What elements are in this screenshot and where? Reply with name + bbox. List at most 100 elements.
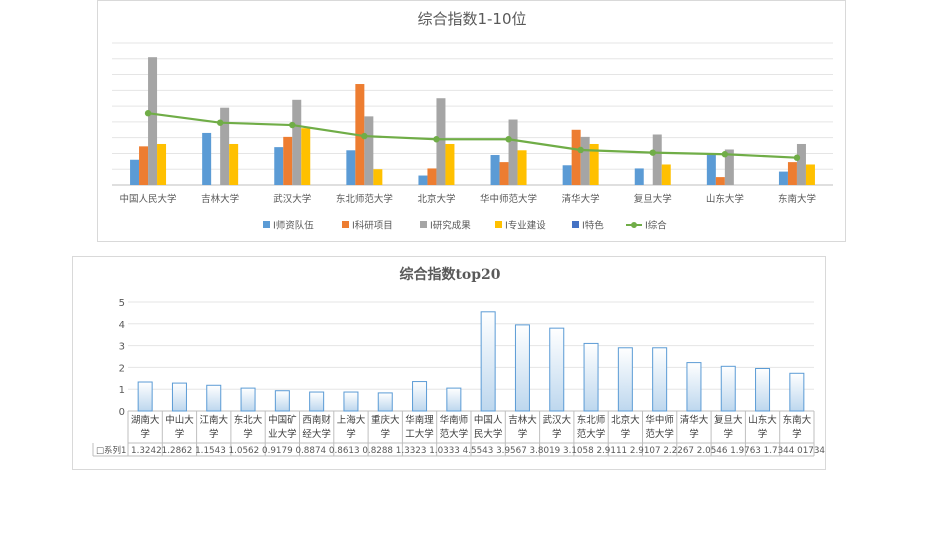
legend-swatch-marker <box>631 222 637 228</box>
line-point <box>289 121 296 129</box>
series-line <box>147 112 798 159</box>
line-point <box>793 154 801 161</box>
line-point <box>433 136 440 143</box>
bar <box>661 164 671 185</box>
category-label: 中国矿业大学 <box>268 414 297 440</box>
bar <box>274 147 284 185</box>
bar <box>130 159 140 185</box>
table-legend: □系列1 <box>96 445 126 456</box>
legend-label: I特色 <box>582 220 604 232</box>
legend-label: I研究成果 <box>430 220 471 232</box>
bar <box>580 136 590 185</box>
category-label: 山东大学 <box>748 414 777 440</box>
category-label: 清华大学 <box>680 414 709 440</box>
legend-swatch <box>263 221 270 228</box>
line-point <box>721 151 729 158</box>
category-label: 清华大学 <box>562 193 600 205</box>
bar <box>517 150 527 185</box>
bar <box>346 150 356 185</box>
category-label: 东北大学 <box>234 414 263 440</box>
category-label: 中国人民大学 <box>120 193 177 205</box>
bar <box>373 169 383 185</box>
bar <box>137 381 153 412</box>
bar <box>617 347 633 412</box>
chart-title: 综合指数top20 <box>399 266 500 283</box>
category-label: 东北师范大学 <box>577 414 606 440</box>
bar <box>787 162 797 185</box>
legend-swatch <box>420 221 427 228</box>
category-label: 吉林大学 <box>201 193 239 205</box>
bar <box>412 381 428 412</box>
bar <box>514 324 530 412</box>
bar <box>445 143 455 185</box>
bar <box>418 175 428 185</box>
bar <box>436 98 446 185</box>
category-label: 中国人民大学 <box>474 414 503 440</box>
category-label: 上海大学 <box>337 414 366 440</box>
category-label: 北京大学 <box>611 414 640 440</box>
y-tick-label: 0 <box>119 407 125 418</box>
y-tick-label: 1 <box>119 385 125 396</box>
legend-label: I师资队伍 <box>273 220 314 232</box>
category-label: 东北师范大学 <box>336 193 393 205</box>
y-tick-label: 5 <box>119 298 125 309</box>
category-label: 华中师范大学 <box>645 414 674 440</box>
bar <box>634 168 644 185</box>
bar <box>220 107 230 185</box>
category-label: 华中师范大学 <box>480 193 537 205</box>
category-label: 重庆大学 <box>371 414 400 440</box>
bar <box>480 311 496 412</box>
bar <box>139 146 149 185</box>
bar <box>549 327 565 412</box>
y-tick-label: 2 <box>119 363 125 374</box>
legend-label: I综合 <box>645 220 667 232</box>
bar <box>283 136 293 185</box>
bar <box>755 367 771 412</box>
bar <box>292 99 302 185</box>
bar <box>789 372 805 412</box>
category-label: 东南大学 <box>783 414 812 440</box>
bar <box>171 382 187 412</box>
category-label: 武汉大学 <box>273 193 311 205</box>
line-point <box>361 132 368 140</box>
line-point <box>216 119 224 126</box>
category-label: 山东大学 <box>706 193 744 205</box>
category-label: 复旦大学 <box>634 193 672 205</box>
category-label: 西南财经大学 <box>302 414 331 440</box>
y-tick-label: 3 <box>119 342 125 353</box>
line-point <box>505 136 512 143</box>
bar <box>343 391 359 412</box>
chart-top20-panel: 综合指数top20 0 1 2 3 4 5 湖南大学 中山大学 江南大学 东北大学 中国矿业大学 西南财… <box>72 256 826 470</box>
bar <box>778 171 788 185</box>
bar <box>157 143 167 185</box>
bar <box>706 155 716 185</box>
category-label: 中山大学 <box>165 414 194 440</box>
bar <box>301 128 311 185</box>
bar <box>377 392 393 412</box>
chart-top20: 综合指数top20 0 1 2 3 4 5 湖南大学中山大学江南大学东北大学中国矿业大学西南财… <box>92 266 825 457</box>
bar <box>508 119 518 185</box>
legend-label: I专业建设 <box>505 220 546 232</box>
bar <box>240 387 256 412</box>
legend-label: I科研项目 <box>352 220 393 232</box>
chart-title: 综合指数1-10位 <box>417 10 526 28</box>
bar <box>571 129 581 185</box>
bar <box>274 390 290 412</box>
bar <box>364 116 374 185</box>
category-label: 复旦大学 <box>714 414 743 440</box>
category-label: 华南理工大学 <box>405 414 434 440</box>
bar <box>446 387 462 412</box>
bar <box>652 134 662 185</box>
bar <box>720 365 736 412</box>
chart-top10-panel: 综合指数1-10位 中国人民大学 吉林大学 武汉大学 东北师范大学 北京大学 华中师范大学 清… <box>97 0 846 242</box>
y-tick-label: 4 <box>119 320 125 331</box>
bar <box>724 149 734 185</box>
line-point <box>649 149 656 156</box>
bar <box>202 132 212 185</box>
bar <box>715 177 725 185</box>
bar <box>583 342 599 412</box>
bar <box>686 362 702 412</box>
category-label: 东南大学 <box>778 193 816 205</box>
bar <box>490 155 500 185</box>
